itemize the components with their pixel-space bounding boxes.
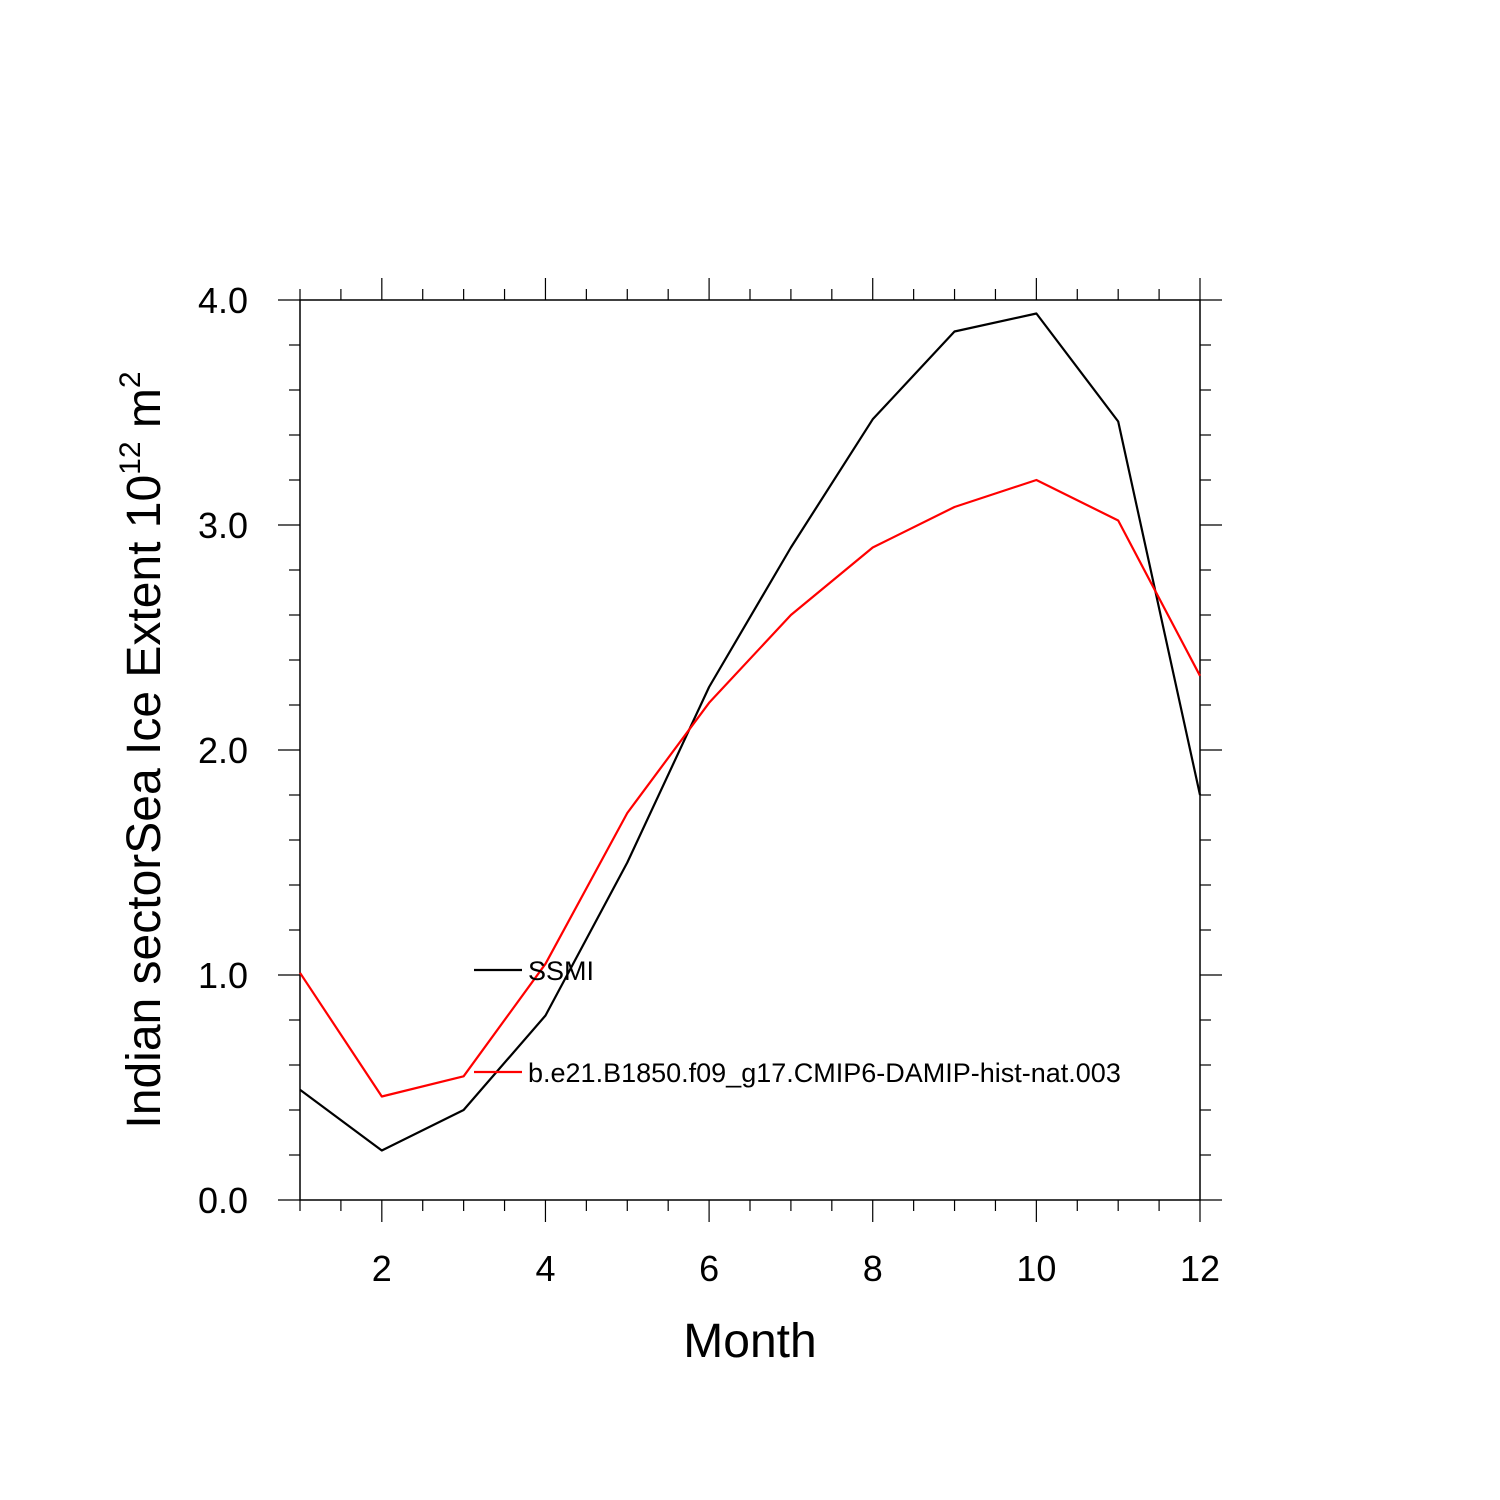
legend: SSMI b.e21.B1850.f09_g17.CMIP6-DAMIP-hist… — [474, 956, 1121, 1088]
x-tick-label: 10 — [1016, 1248, 1056, 1289]
series-line-ssmi — [299, 312, 1202, 1152]
y-tick-label: 2.0 — [198, 730, 248, 771]
series-lines — [299, 312, 1202, 1152]
y-axis-title-exponent2: 2 — [114, 371, 147, 388]
y-tick-label: 3.0 — [198, 505, 248, 546]
y-tick-label: 4.0 — [198, 280, 248, 321]
series-line-model — [299, 478, 1201, 1098]
x-tick-label: 6 — [699, 1248, 719, 1289]
x-tick-label: 8 — [863, 1248, 883, 1289]
y-tick-label: 0.0 — [198, 1180, 248, 1221]
x-tick-label: 12 — [1180, 1248, 1220, 1289]
legend-label: SSMI — [528, 956, 594, 986]
y-axis-title-unit: m — [118, 388, 171, 441]
x-axis-title: Month — [683, 1315, 816, 1368]
axis-tick-labels: 2 4 6 8 10 12 0.0 1.0 2.0 3.0 4.0 — [198, 280, 1220, 1289]
y-axis-title-exponent1: 12 — [114, 441, 147, 474]
x-tick-label: 2 — [372, 1248, 392, 1289]
axis-ticks — [278, 278, 1222, 1222]
legend-label: b.e21.B1850.f09_g17.CMIP6-DAMIP-hist-nat… — [528, 1058, 1121, 1088]
y-tick-label: 1.0 — [198, 955, 248, 996]
x-tick-label: 4 — [535, 1248, 555, 1289]
y-axis-title-prefix: Indian sectorSea Ice Extent 10 — [118, 475, 171, 1129]
y-axis-title: Indian sectorSea Ice Extent 1012 m2 — [114, 371, 171, 1128]
